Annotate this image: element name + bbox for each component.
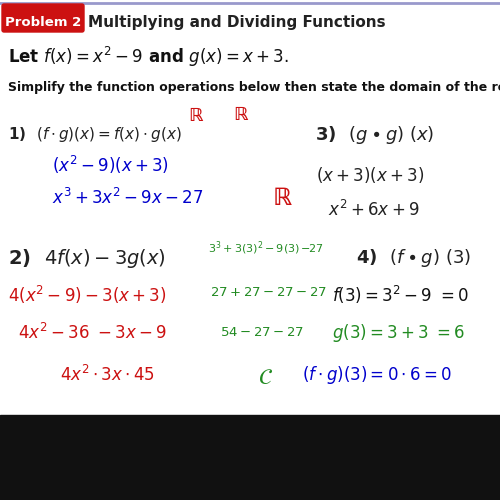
Text: $(f \cdot g)(3)= 0 \cdot 6=0$: $(f \cdot g)(3)= 0 \cdot 6=0$: [302, 364, 452, 386]
Text: ℝ: ℝ: [273, 186, 292, 210]
Text: $g(3)= 3+3\ =6$: $g(3)= 3+3\ =6$: [332, 322, 466, 344]
Text: Simplify the function operations below then state the domain of the resulting fu: Simplify the function operations below t…: [8, 82, 500, 94]
Text: $x^2+6x+9$: $x^2+6x+9$: [328, 200, 420, 220]
Bar: [0, 415, 500, 500]
Text: $(x+3)(x+3)$: $(x+3)(x+3)$: [316, 165, 424, 185]
Text: ℝ: ℝ: [188, 107, 202, 125]
Text: Let $\mathit{f}(x) = x^2 - 9$ and $\mathit{g}(x) = x + 3.$: Let $\mathit{f}(x) = x^2 - 9$ and $\math…: [8, 45, 289, 69]
Text: 3)  $(g \bullet g)\ (x)$: 3) $(g \bullet g)\ (x)$: [315, 124, 434, 146]
Text: Multiplying and Dividing Functions: Multiplying and Dividing Functions: [88, 14, 386, 30]
Text: $27+27-27-27$: $27+27-27-27$: [210, 286, 327, 298]
Text: $(x^2-9)(x+3)$: $(x^2-9)(x+3)$: [52, 154, 169, 176]
Text: $4x^2 \cdot 3x \cdot 45$: $4x^2 \cdot 3x \cdot 45$: [60, 365, 154, 385]
Text: ℝ: ℝ: [233, 106, 247, 124]
Text: Problem 2: Problem 2: [5, 16, 81, 28]
Text: $\mathcal{C}$: $\mathcal{C}$: [258, 368, 273, 388]
Text: $x^3 + 3x^2 - 9x - 27$: $x^3 + 3x^2 - 9x - 27$: [52, 188, 204, 208]
Text: 4)  $(f \bullet g)\ (3)$: 4) $(f \bullet g)\ (3)$: [356, 247, 471, 269]
Text: 1)  $(f \cdot g)(x) = f(x) \cdot g(x)$: 1) $(f \cdot g)(x) = f(x) \cdot g(x)$: [8, 126, 182, 144]
Text: 2)  $4f(x) - 3g(x)$: 2) $4f(x) - 3g(x)$: [8, 246, 166, 270]
Text: $54-27-27$: $54-27-27$: [220, 326, 304, 340]
Text: $f(3)= 3^2-9\ = 0$: $f(3)= 3^2-9\ = 0$: [332, 284, 468, 306]
FancyBboxPatch shape: [2, 4, 84, 32]
Text: $4x^2-36\ -3x-9$: $4x^2-36\ -3x-9$: [18, 323, 167, 343]
Text: $4(x^2-9) - 3(x+3)$: $4(x^2-9) - 3(x+3)$: [8, 284, 166, 306]
Text: $3^3+3(3)^2-9(3)-\!\!27$: $3^3+3(3)^2-9(3)-\!\!27$: [208, 239, 324, 257]
